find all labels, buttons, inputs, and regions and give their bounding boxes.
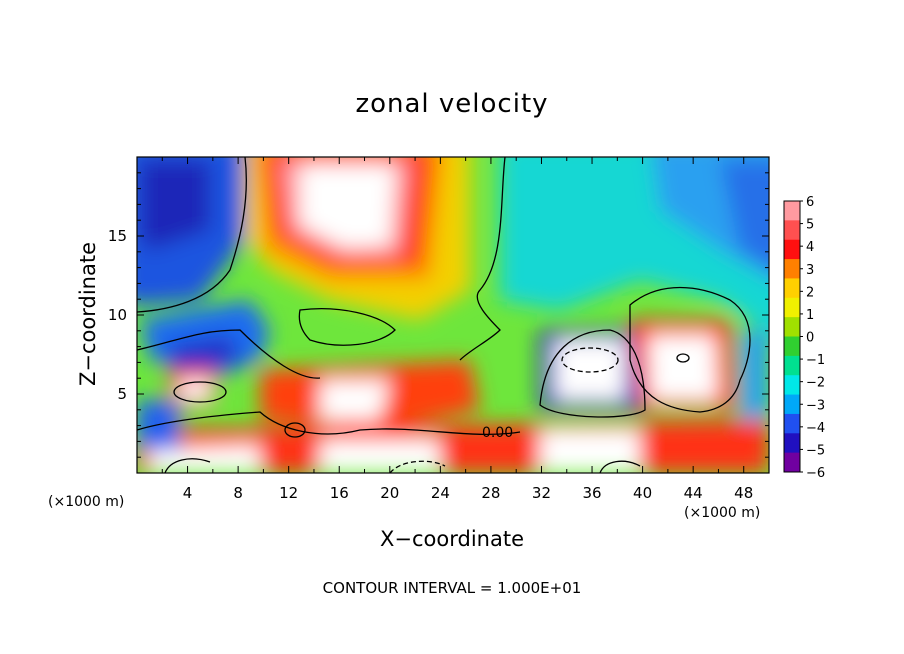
colorbar-swatch [784,317,800,337]
contour-line [629,286,751,413]
colorbar-label: −6 [806,466,825,481]
contour-line [284,422,306,438]
colorbar-label: 3 [806,263,814,278]
y-tick-label: 5 [117,385,127,403]
colorbar-swatch [784,375,800,396]
colorbar-swatch [784,297,800,318]
x-tick-label: 20 [380,484,399,502]
colorbar-swatch [784,220,800,241]
contour-line [539,329,646,418]
contour-line [137,329,321,379]
colorbar-label: −1 [806,353,825,368]
contour-line [298,308,396,346]
y-axis: 5 10 15 [108,172,769,458]
contour-line [459,157,506,361]
x-unit-label-right: (×1000 m) [684,505,760,521]
x-tick-label: 48 [734,484,753,502]
colorbar-swatch [784,413,800,434]
chart-title: zonal velocity [355,89,548,119]
contour-line [599,460,641,473]
colorbar-label: 1 [806,308,814,323]
colorbar-swatch [784,201,800,221]
contour-line [164,458,211,473]
contour-label: 0.00 [482,425,513,441]
contour-line [137,411,521,436]
colorbar-label: −2 [806,376,825,391]
colorbar-swatch [784,278,800,299]
field-heatmap [137,157,769,473]
colorbar-swatch [784,452,800,473]
contour-line [389,460,446,473]
x-tick-label: 4 [183,484,193,502]
contour-line [676,353,690,363]
colorbar-swatch [784,433,800,454]
x-tick-label: 8 [233,484,243,502]
x-tick-label: 32 [532,484,551,502]
contour-line [561,347,619,373]
contour-line [173,381,227,403]
colorbar-swatch [784,394,800,415]
colorbar: 6 5 4 3 2 1 0 −1 −2 −3 −4 −5 −6 [783,195,825,481]
contour-line [137,157,247,313]
colorbar-label: −4 [806,421,825,436]
x-tick-label: 36 [582,484,601,502]
zero-contours [137,157,751,473]
colorbar-label: 2 [806,285,814,300]
colorbar-label: 4 [806,240,814,255]
x-tick-label: 40 [633,484,652,502]
contour-interval-footer: CONTOUR INTERVAL = 1.000E+01 [323,579,582,597]
colorbar-label: −3 [806,398,825,413]
y-axis-title: Z−coordinate [76,242,100,386]
colorbar-swatch [784,259,800,279]
x-tick-label: 28 [481,484,500,502]
colorbar-swatch [784,239,800,260]
x-unit-label-left: (×1000 m) [48,494,124,510]
x-axis-title: X−coordinate [380,527,524,551]
x-axis: 4 8 12 16 20 24 28 32 36 40 44 48 [161,157,753,502]
y-tick-label: 15 [108,227,127,245]
x-tick-label: 24 [431,484,450,502]
colorbar-label: 5 [806,218,814,233]
x-tick-label: 12 [279,484,298,502]
y-tick-label: 10 [108,306,127,324]
colorbar-label: −5 [806,443,825,458]
colorbar-swatch [784,336,800,357]
colorbar-label: 6 [806,195,814,210]
x-tick-label: 44 [684,484,703,502]
colorbar-swatch [784,355,800,376]
colorbar-label: 0 [806,331,814,346]
x-tick-label: 16 [330,484,349,502]
